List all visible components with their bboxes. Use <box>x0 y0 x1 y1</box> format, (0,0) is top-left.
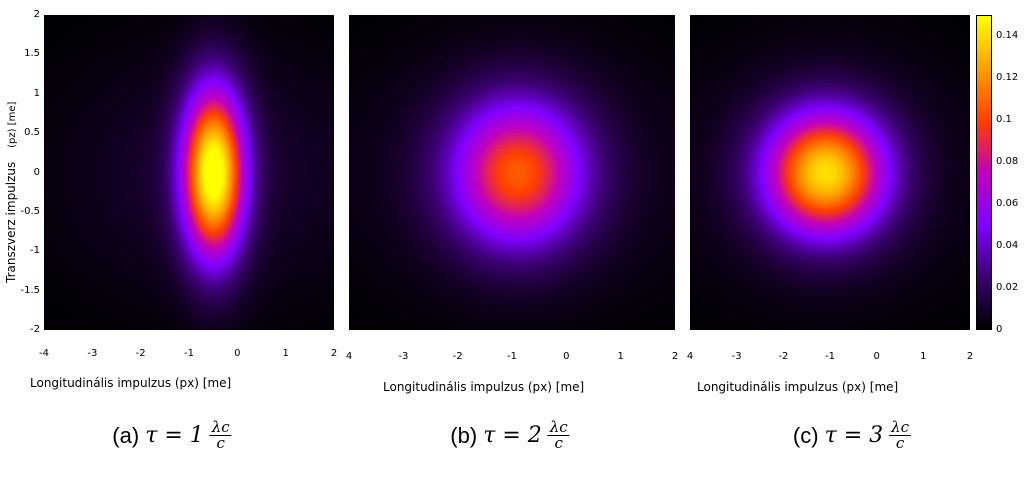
y-tick-label: -0.5 <box>20 205 40 217</box>
x-axis-label-b: Longitudinális impulzus (px) [me] <box>383 380 585 394</box>
heatmap-canvas-b <box>349 15 675 330</box>
heatmap-canvas-a <box>44 15 334 330</box>
heatmap-a <box>44 15 334 330</box>
x-tick-label: -4 <box>39 348 49 359</box>
x-axis-label-a: Longitudinális impulzus (px) [me] <box>30 376 232 390</box>
x-tick-label: 1 <box>617 351 624 362</box>
caption-c-denominator: c <box>895 434 905 452</box>
y-tick-label: 0.5 <box>24 127 40 139</box>
caption-b-numerator: λc <box>547 418 570 436</box>
colorbar-tick: 0.12 <box>996 72 1019 83</box>
x-tick-label: 0 <box>234 348 241 359</box>
x-tick-label: 2 <box>966 351 974 362</box>
y-tick-label: -1 <box>30 245 40 257</box>
caption-a-denominator: c <box>216 434 225 452</box>
colorbar-tick: 0.02 <box>996 282 1019 293</box>
colorbar-canvas <box>977 16 991 329</box>
colorbar-tick: 0 <box>996 324 1003 335</box>
y-tick-label: 0 <box>33 166 40 178</box>
caption-b: (b) τ = 2 λc c <box>450 418 570 452</box>
caption-b-denominator: c <box>554 434 563 452</box>
x-tick-label: 4 <box>345 351 353 362</box>
caption-a: (a) τ = 1 λc c <box>112 418 232 452</box>
x-tick-label: 2 <box>330 348 338 359</box>
x-tick-label: 1 <box>282 348 289 359</box>
caption-a-fraction: λc c <box>209 418 232 452</box>
caption-c: (c) τ = 3 λc c <box>792 418 912 452</box>
y-axis-label-sub: (pz) [me] <box>7 101 18 148</box>
colorbar-tick: 0.06 <box>996 198 1019 209</box>
y-tick-label: -1.5 <box>20 284 40 296</box>
x-tick-label: -1 <box>507 351 517 362</box>
colorbar-tick: 0.1 <box>996 114 1012 125</box>
caption-c-label: (c) <box>792 422 819 448</box>
colorbar-tick: 0.04 <box>996 240 1019 251</box>
heatmap-c <box>690 15 970 330</box>
heatmap-b <box>349 15 675 330</box>
caption-a-label: (a) <box>112 422 140 448</box>
x-tick-label: 4 <box>686 351 694 362</box>
y-tick-label: 1 <box>33 87 40 99</box>
y-axis-label: Transzverz impulzus (pz) [me] <box>4 102 18 283</box>
caption-b-fraction: λc c <box>547 418 570 452</box>
x-tick-label: 0 <box>563 351 570 362</box>
y-tick-label: -2 <box>30 324 40 335</box>
x-tick-label: -2 <box>452 351 463 362</box>
colorbar <box>976 15 992 330</box>
caption-b-tau: τ = 2 <box>483 423 542 448</box>
heatmap-canvas-c <box>690 15 970 330</box>
x-tick-label: 0 <box>873 351 880 362</box>
y-axis-label-main: Transzverz impulzus <box>4 161 18 283</box>
colorbar-tick: 0.14 <box>996 30 1019 41</box>
x-tick-label: -2 <box>135 348 146 359</box>
caption-c-numerator: λc <box>889 418 912 436</box>
x-tick-label: -2 <box>778 351 789 362</box>
caption-b-label: (b) <box>450 422 478 448</box>
caption-a-numerator: λc <box>209 418 232 436</box>
x-tick-label: 2 <box>671 351 679 362</box>
x-tick-label: -1 <box>825 351 835 362</box>
x-tick-label: -3 <box>398 351 409 362</box>
x-tick-label: -3 <box>87 348 98 359</box>
caption-c-tau: τ = 3 <box>824 423 884 448</box>
x-tick-label: -3 <box>731 351 742 362</box>
caption-a-tau: τ = 1 <box>145 423 204 448</box>
y-tick-label: 1.5 <box>24 48 40 60</box>
colorbar-tick: 0.08 <box>996 156 1019 167</box>
x-tick-label: -1 <box>184 348 194 359</box>
y-tick-label: 2 <box>33 9 40 20</box>
caption-c-fraction: λc c <box>889 418 912 452</box>
x-tick-label: 1 <box>920 351 927 362</box>
x-axis-label-c: Longitudinális impulzus (px) [me] <box>697 380 899 394</box>
